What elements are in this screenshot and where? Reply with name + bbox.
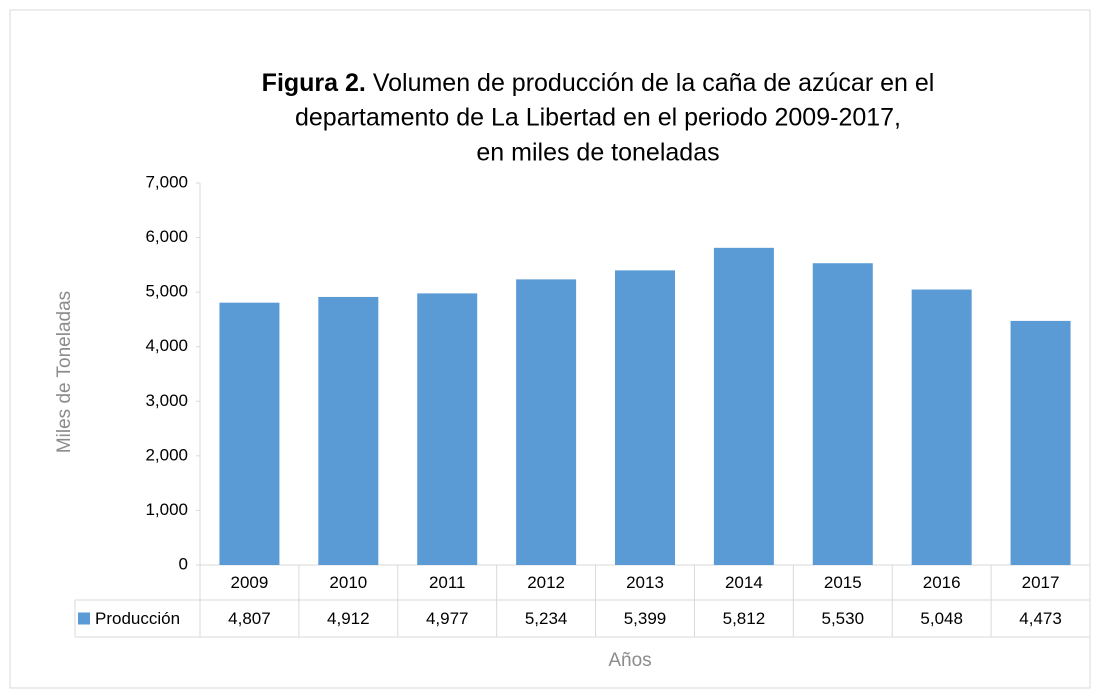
y-tick-label: 4,000 — [145, 336, 188, 355]
table-value: 4,977 — [426, 609, 469, 628]
table-value: 4,807 — [228, 609, 271, 628]
bar — [417, 293, 478, 565]
bar — [318, 296, 379, 565]
table-value: 4,473 — [1019, 609, 1062, 628]
y-tick-label: 2,000 — [145, 445, 188, 464]
y-tick-label: 5,000 — [145, 282, 188, 301]
y-tick-label: 7,000 — [145, 172, 188, 191]
bar — [812, 263, 873, 565]
x-tick-label: 2016 — [923, 573, 961, 592]
bar — [615, 270, 675, 565]
legend-label: Producción — [95, 609, 180, 628]
table-value: 5,234 — [525, 609, 568, 628]
chart-title: Figura 2. Volumen de producción de la ca… — [262, 69, 935, 97]
table-value: 4,912 — [327, 609, 370, 628]
x-axis-label: Años — [608, 650, 651, 671]
x-tick-label: 2012 — [527, 573, 565, 592]
bar — [911, 289, 972, 565]
y-tick-label: 6,000 — [145, 227, 188, 246]
bar — [219, 302, 280, 565]
x-tick-label: 2017 — [1022, 573, 1060, 592]
x-tick-label: 2015 — [824, 573, 862, 592]
title-prefix: Figura 2. — [262, 69, 366, 97]
table-value: 5,530 — [822, 609, 865, 628]
x-tick-label: 2010 — [329, 573, 367, 592]
table-value: 5,399 — [624, 609, 667, 628]
title-line: Volumen de producción de la caña de azúc… — [373, 69, 935, 97]
table-value: 5,812 — [723, 609, 766, 628]
y-tick-label: 0 — [179, 554, 188, 573]
x-tick-label: 2009 — [231, 573, 269, 592]
bar — [516, 279, 577, 565]
legend-swatch — [78, 612, 90, 625]
bar — [1010, 320, 1071, 565]
x-tick-label: 2013 — [626, 573, 664, 592]
y-tick-label: 1,000 — [145, 500, 188, 519]
title-line: departamento de La Libertad en el period… — [295, 104, 901, 132]
x-tick-label: 2011 — [429, 573, 466, 592]
title-line: en miles de toneladas — [476, 139, 719, 167]
y-axis-label: Miles de Toneladas — [54, 291, 75, 453]
table-value: 5,048 — [920, 609, 963, 628]
x-tick-label: 2014 — [725, 573, 763, 592]
bar — [713, 247, 774, 565]
y-tick-label: 3,000 — [145, 391, 188, 410]
